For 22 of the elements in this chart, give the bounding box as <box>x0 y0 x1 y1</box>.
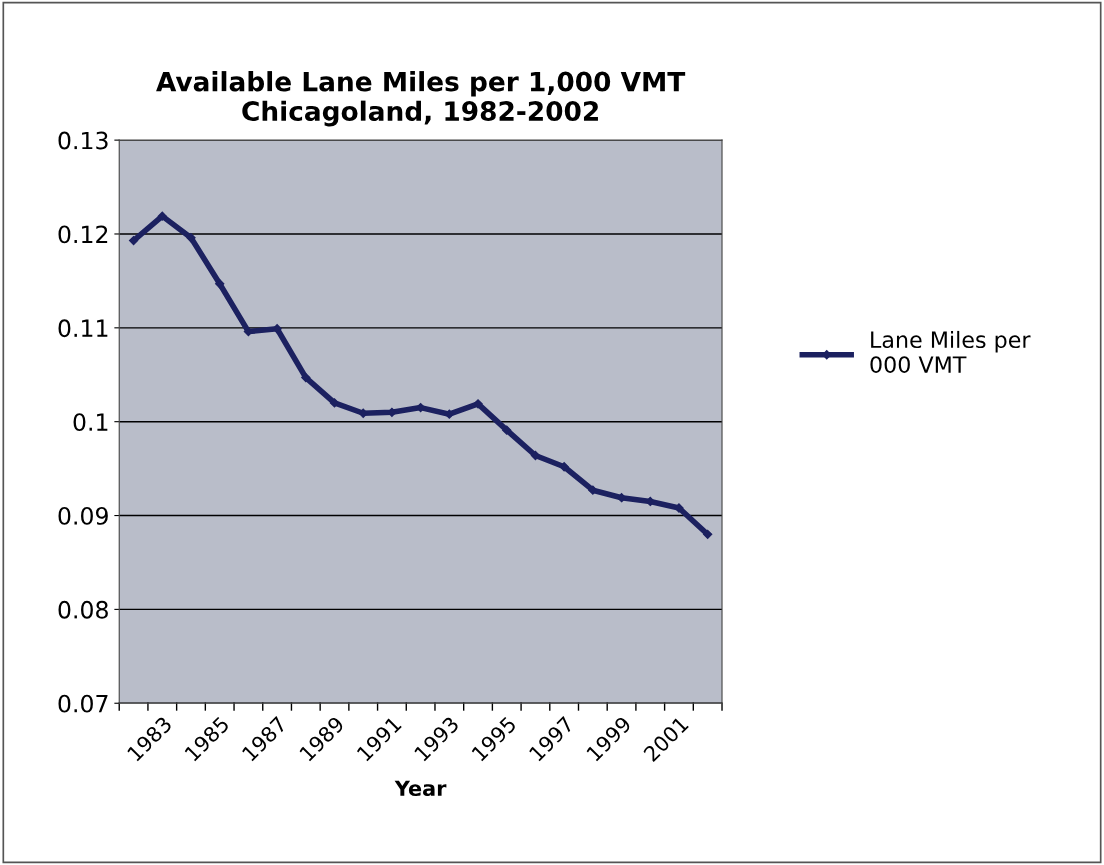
y-tick-label: 0.08 <box>58 600 108 619</box>
point <box>186 233 196 243</box>
point <box>329 398 340 408</box>
point <box>473 399 483 409</box>
point <box>588 485 598 495</box>
point <box>703 529 713 539</box>
point <box>215 279 225 289</box>
point <box>157 211 167 221</box>
point <box>301 372 311 383</box>
y-tick-label: 0.13 <box>58 131 108 150</box>
y-tick-label: 0.09 <box>58 506 108 525</box>
x-axis-title: Year <box>394 780 447 797</box>
legend-label: Lane Miles per 000 VMT <box>870 330 1031 373</box>
point <box>530 450 541 461</box>
chart-title: Available Lane Miles per 1,000 VMT Chicagoland, 1982-2002 <box>156 71 686 127</box>
point <box>128 235 139 246</box>
point <box>502 425 512 435</box>
y-tick-label: 0.12 <box>58 225 108 244</box>
y-tick-label: 0.1 <box>73 413 108 431</box>
y-tick-label: 0.11 <box>58 319 108 338</box>
y-tick-label: 0.07 <box>58 694 108 713</box>
point <box>559 462 569 472</box>
